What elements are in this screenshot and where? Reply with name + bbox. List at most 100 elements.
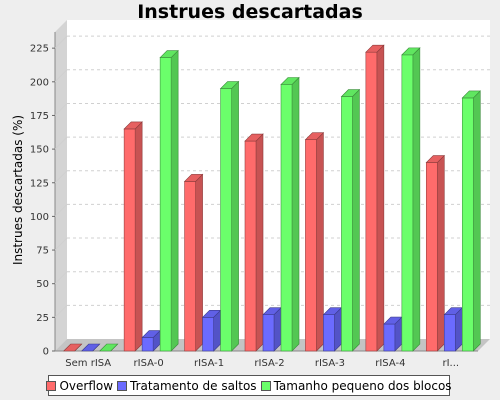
bar-front: [123, 128, 136, 352]
bar: [123, 121, 143, 352]
bar: [262, 306, 282, 352]
bar-side: [255, 133, 264, 352]
x-tick-labels: Sem rISA rISA-0 rISA-1 rISA-2 rISA-3 rISA-4 rI…: [65, 358, 459, 369]
bar-front: [262, 314, 275, 352]
gridline-side: [54, 136, 68, 150]
bar-side: [231, 80, 239, 352]
legend-swatch: [117, 380, 128, 391]
bar-top: [98, 343, 119, 352]
bar-front: [244, 140, 257, 352]
gridline-side: [54, 170, 68, 184]
bar-side: [352, 88, 360, 352]
bar-front: [159, 57, 172, 352]
bar: [80, 343, 101, 352]
legend: Overflow Tratamento de saltos Tamanho pequ…: [46, 375, 452, 396]
bar: [425, 154, 446, 352]
bar-front: [461, 97, 474, 352]
gridline-side: [54, 304, 68, 318]
bar-front: [341, 96, 353, 352]
x-tick-label: rISA-4: [375, 358, 405, 369]
bar-side: [412, 47, 421, 352]
bar-top: [183, 174, 204, 182]
bar: [365, 44, 385, 352]
legend-item: Tratamento de saltos: [117, 379, 257, 393]
legend-label: Tratamento de saltos: [130, 378, 257, 393]
bar-side: [291, 76, 300, 352]
bar-top: [401, 47, 421, 56]
bar: [201, 309, 222, 352]
bar: [383, 316, 403, 352]
bar: [461, 90, 482, 352]
gridline-side: [54, 237, 68, 251]
bar-side: [273, 306, 282, 352]
y-tick-label: 175: [30, 111, 49, 122]
bar: [183, 173, 204, 352]
bar-top: [244, 133, 264, 142]
bar-side: [334, 306, 342, 352]
bar-front: [141, 337, 154, 352]
y-tick-label: 125: [30, 178, 49, 189]
bar-top: [461, 90, 482, 99]
bar-front: [365, 51, 378, 352]
bar: [159, 49, 179, 352]
bar: [62, 343, 83, 352]
bar-top: [280, 77, 300, 85]
bar-top: [365, 44, 385, 53]
x-tick-label: rISA-0: [134, 358, 164, 369]
bar-side: [436, 154, 445, 352]
x-tick-label: rI...: [442, 358, 459, 369]
bar: [244, 133, 264, 352]
bar-side: [195, 173, 203, 352]
x-tick-label: rISA-1: [194, 358, 224, 369]
y-tick-label: 0: [43, 347, 49, 358]
y-axis-label: Instrues descartadas (%): [11, 115, 25, 265]
bar-front: [383, 323, 396, 352]
bar-front: [443, 314, 456, 352]
y-tick-label: 200: [30, 77, 49, 88]
legend-label: Overflow: [59, 378, 114, 393]
bar: [219, 80, 240, 352]
bar-top: [62, 343, 83, 352]
bar-front: [401, 54, 414, 352]
bar-front: [184, 181, 196, 352]
bar-front: [220, 88, 232, 352]
bar-front: [305, 139, 317, 352]
bar: [322, 306, 343, 352]
gridlines: [52, 35, 490, 352]
bar-front: [202, 317, 214, 352]
gridline-side: [54, 35, 68, 49]
bar: [98, 343, 119, 352]
y-tick-label: 50: [36, 279, 49, 290]
y-tick-label: 100: [30, 212, 49, 223]
bars: [62, 44, 482, 352]
gridline-side: [54, 103, 68, 116]
bar-side: [454, 306, 463, 352]
bar-top: [340, 89, 361, 97]
legend-item: Tamanho pequeno dos blocos: [260, 379, 452, 393]
y-tick-label: 150: [30, 145, 49, 156]
gridline-side: [54, 271, 68, 285]
bar-top: [219, 81, 240, 89]
gridline-side: [54, 204, 68, 217]
bar: [280, 76, 300, 352]
bar-side: [472, 90, 481, 352]
bar: [401, 47, 421, 352]
x-tick-label: rISA-2: [254, 358, 284, 369]
bar-top: [123, 121, 143, 130]
bar-top: [80, 343, 101, 352]
bar-top: [304, 132, 325, 140]
y-tick-label: 75: [36, 246, 49, 257]
bar-front: [280, 84, 293, 352]
bar-side: [134, 121, 143, 352]
bar-front: [425, 162, 438, 352]
bar: [340, 88, 361, 352]
gridline-side: [54, 69, 68, 83]
bar-side: [170, 49, 179, 352]
legend-swatch: [260, 380, 271, 391]
bar-top: [159, 50, 179, 58]
x-tick-label: Sem rISA: [65, 358, 111, 369]
chart-title: Instrues descartadas: [137, 1, 363, 23]
bar-side: [316, 131, 324, 352]
bar: [443, 306, 464, 352]
